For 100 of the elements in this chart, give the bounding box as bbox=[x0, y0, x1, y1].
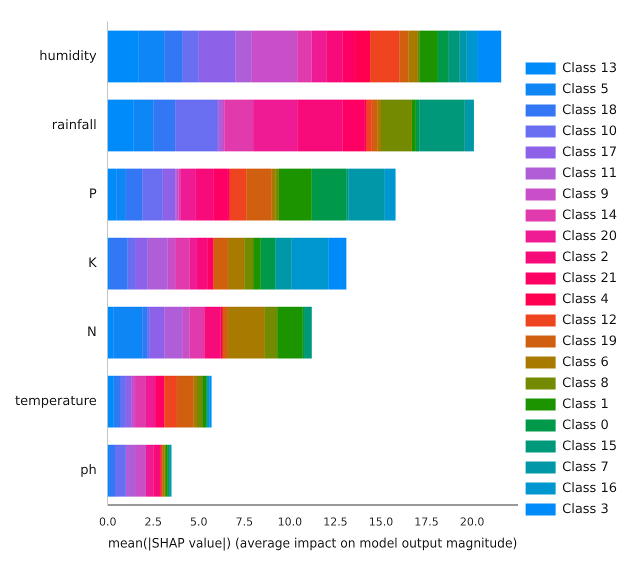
bar bbox=[312, 30, 326, 82]
legend-label: Class 19 bbox=[562, 334, 618, 349]
bar bbox=[230, 168, 246, 220]
bar bbox=[372, 100, 378, 152]
bar bbox=[326, 30, 343, 82]
bar bbox=[208, 238, 214, 290]
bar bbox=[478, 30, 502, 82]
bar bbox=[115, 376, 120, 428]
legend-label: Class 13 bbox=[562, 60, 618, 76]
bar bbox=[275, 168, 279, 220]
bar bbox=[110, 238, 128, 290]
bar bbox=[113, 306, 142, 359]
bar bbox=[116, 168, 126, 220]
bar bbox=[297, 100, 343, 152]
bar bbox=[380, 100, 412, 152]
x-tick-label: 7.5 bbox=[236, 516, 254, 529]
bar bbox=[168, 238, 176, 290]
bar bbox=[162, 168, 176, 220]
bar bbox=[138, 30, 164, 82]
bar bbox=[126, 444, 136, 497]
bar bbox=[222, 306, 228, 359]
bar bbox=[108, 376, 114, 428]
legend-label: Class 9 bbox=[562, 186, 609, 202]
bar bbox=[377, 100, 381, 152]
x-tick-label: 20.0 bbox=[460, 516, 484, 529]
bar bbox=[195, 168, 214, 220]
bar bbox=[128, 238, 136, 290]
bar bbox=[348, 168, 385, 220]
bar bbox=[176, 376, 194, 428]
bar bbox=[235, 30, 252, 82]
bar bbox=[193, 376, 197, 428]
bar bbox=[135, 444, 146, 497]
x-tick-label: 12.5 bbox=[323, 516, 348, 529]
bar bbox=[198, 30, 236, 82]
bar bbox=[126, 376, 132, 428]
bar bbox=[312, 168, 346, 220]
bar bbox=[131, 376, 136, 428]
y-tick-label: N bbox=[86, 325, 97, 340]
y-tick-label: ph bbox=[80, 463, 97, 478]
bar bbox=[202, 376, 206, 428]
bar bbox=[218, 100, 222, 152]
bar bbox=[108, 30, 139, 82]
bar bbox=[190, 238, 197, 290]
bar bbox=[164, 306, 182, 359]
bar bbox=[164, 376, 177, 428]
bar bbox=[416, 100, 420, 152]
bar bbox=[148, 238, 168, 290]
legend-label: Class 4 bbox=[562, 292, 609, 307]
bar bbox=[342, 100, 365, 152]
bar bbox=[196, 376, 202, 428]
bar bbox=[355, 30, 370, 82]
bar bbox=[459, 30, 467, 82]
bar bbox=[182, 306, 190, 359]
bar bbox=[213, 238, 228, 290]
bar bbox=[277, 306, 303, 359]
bar bbox=[412, 100, 416, 152]
bar bbox=[244, 238, 254, 290]
bar bbox=[204, 306, 221, 359]
bar bbox=[224, 100, 254, 152]
bar bbox=[328, 238, 346, 290]
bar bbox=[142, 306, 148, 359]
bar bbox=[108, 100, 134, 152]
bar bbox=[419, 30, 438, 82]
legend-label: Class 6 bbox=[562, 354, 609, 370]
legend-label: Class 18 bbox=[562, 102, 618, 118]
legend-label: Class 3 bbox=[562, 502, 609, 517]
legend-label: Class 7 bbox=[562, 460, 609, 475]
bar bbox=[264, 306, 278, 359]
bar bbox=[278, 168, 312, 220]
legend-label: Class 21 bbox=[562, 270, 618, 286]
bar bbox=[466, 30, 478, 82]
bar bbox=[260, 238, 276, 290]
bar bbox=[399, 30, 408, 82]
x-tick-label: 15.0 bbox=[368, 516, 394, 529]
bar bbox=[175, 100, 218, 152]
bar bbox=[126, 168, 142, 220]
bar bbox=[196, 238, 208, 290]
bar bbox=[120, 376, 126, 428]
x-tick-label: 17.5 bbox=[414, 516, 439, 529]
y-tick-label: K bbox=[88, 256, 98, 271]
bar bbox=[135, 376, 146, 428]
legend-label: Class 10 bbox=[562, 124, 618, 139]
legend-label: Class 11 bbox=[562, 166, 618, 181]
bar bbox=[408, 30, 418, 82]
bar bbox=[153, 100, 176, 152]
bar bbox=[246, 168, 272, 220]
legend-label: Class 17 bbox=[562, 144, 618, 160]
x-tick-label: 2.5 bbox=[144, 516, 162, 529]
legend-label: Class 16 bbox=[562, 480, 618, 496]
bar bbox=[292, 238, 328, 290]
bar bbox=[108, 306, 114, 359]
bar bbox=[253, 100, 298, 152]
bar bbox=[153, 444, 161, 497]
bar bbox=[464, 100, 474, 152]
bar bbox=[180, 168, 196, 220]
bar bbox=[228, 238, 244, 290]
x-tick-label: 0.0 bbox=[98, 516, 116, 529]
bar bbox=[213, 168, 228, 220]
y-tick-label: P bbox=[88, 186, 97, 202]
y-tick-label: temperature bbox=[14, 394, 97, 410]
